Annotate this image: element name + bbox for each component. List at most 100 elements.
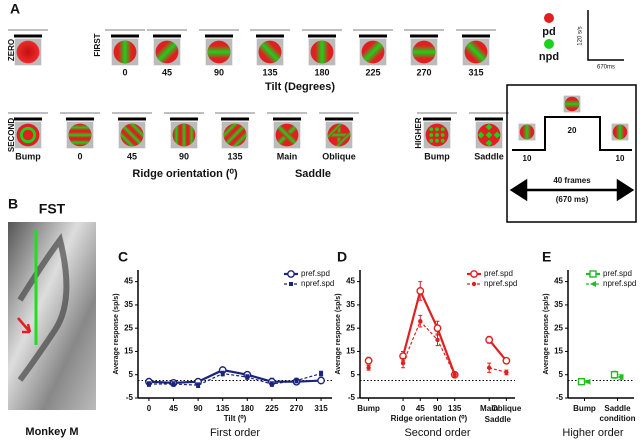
icon-pattern — [118, 40, 132, 64]
icon-band — [68, 132, 92, 138]
point — [584, 378, 591, 385]
tilt-label: 225 — [365, 67, 380, 77]
timeline-label: 20 — [568, 126, 577, 135]
icon-band — [615, 124, 625, 140]
scale-bar — [587, 10, 624, 61]
subject-label: Monkey M — [25, 426, 78, 438]
x-tick-label: 45 — [169, 404, 178, 413]
group-label: Saddle — [485, 415, 512, 424]
line — [489, 367, 507, 373]
second-label: Oblique — [322, 151, 356, 161]
row-label: SECOND — [7, 118, 16, 152]
y-tick-label: 5 — [129, 370, 134, 379]
x-tick-label: 0 — [401, 404, 406, 413]
icon-band — [464, 40, 488, 64]
icon-pattern — [68, 124, 92, 146]
tilt-label: 90 — [214, 67, 224, 77]
y-tick-label: -5 — [348, 393, 356, 402]
icon-pattern — [120, 123, 144, 147]
legend-label: pd — [542, 26, 555, 38]
y-axis-label: Average response (sp/s) — [335, 293, 342, 374]
stimulus-icon — [153, 38, 181, 66]
y-tick-label: 25 — [124, 323, 133, 332]
icon-band — [522, 124, 532, 140]
icon-band — [327, 123, 346, 142]
stimulus-icon — [118, 121, 146, 149]
point — [452, 372, 457, 377]
panel-letter: B — [8, 196, 18, 212]
icon-band — [68, 139, 92, 146]
icon-pattern — [464, 40, 488, 64]
stimulus-icon — [14, 38, 42, 66]
point — [220, 371, 225, 376]
x-axis-label: condition — [600, 414, 636, 423]
icon-band — [412, 45, 436, 59]
icon-pattern — [564, 99, 580, 109]
stimulus-icon — [14, 121, 42, 149]
timeline-label: 40 frames — [553, 176, 591, 185]
legend-dot — [544, 39, 554, 49]
point — [319, 371, 324, 376]
stimulus-icon — [475, 121, 503, 149]
icon-dot — [435, 133, 439, 137]
icon-ring — [19, 126, 37, 144]
icon-dot — [429, 133, 434, 137]
legend-label: npref.spd — [484, 279, 517, 288]
icon-band — [118, 40, 132, 64]
stimulus-icon — [111, 38, 139, 66]
icon-band — [125, 123, 144, 142]
row-label: FIRST — [93, 33, 102, 56]
second-label: Main — [277, 151, 298, 161]
icon-dot — [429, 138, 434, 143]
y-tick-label: 45 — [124, 277, 133, 286]
timeline-arrow — [509, 178, 635, 202]
icon-band — [120, 128, 139, 147]
icon-band — [361, 40, 385, 64]
x-axis-label: Tilt (⁰) — [224, 414, 247, 423]
icon-band — [332, 128, 351, 147]
point — [435, 337, 440, 343]
panel-letter: D — [337, 249, 347, 265]
icon-pattern — [207, 45, 231, 59]
icon-band — [275, 123, 299, 147]
x-tick-label: 180 — [241, 404, 255, 413]
y-tick-label: 35 — [346, 300, 355, 309]
y-tick-label: 15 — [346, 347, 355, 356]
axis-label: Tilt (Degrees) — [265, 81, 335, 93]
second-label: 90 — [179, 151, 189, 161]
icon-band — [258, 40, 282, 64]
icon-dot — [440, 127, 445, 132]
stimulus-icon — [205, 38, 233, 66]
icon-pattern — [327, 123, 351, 147]
icon-pattern — [429, 127, 445, 143]
tilt-label: 0 — [122, 67, 127, 77]
x-tick-label: 90 — [194, 404, 203, 413]
x-tick-label: 90 — [433, 404, 442, 413]
x-axis-label: Ridge orientation (⁰) — [391, 414, 468, 423]
x-tick-label: 225 — [265, 404, 279, 413]
icon-band — [181, 123, 187, 147]
point — [502, 356, 511, 365]
icon-dot — [440, 133, 445, 137]
chart-title: Second order — [404, 427, 470, 439]
icon-band — [207, 45, 231, 59]
icon-pattern — [522, 124, 532, 140]
scale-label: 670ms — [597, 65, 615, 71]
y-tick-label: 25 — [554, 323, 563, 332]
stimulus-icon — [325, 121, 353, 149]
icon-disc — [16, 40, 40, 64]
timeline-label: (670 ms) — [556, 195, 589, 204]
point — [416, 287, 425, 295]
line — [401, 287, 456, 376]
point — [471, 281, 477, 287]
tilt-label: 135 — [262, 67, 277, 77]
x-tick-label: Oblique — [491, 404, 521, 413]
legend-label: pref.spd — [603, 269, 632, 278]
y-tick-label: 15 — [124, 347, 133, 356]
point — [364, 356, 373, 365]
point — [418, 319, 423, 324]
point — [294, 378, 299, 383]
point — [577, 378, 586, 386]
point — [146, 382, 151, 387]
panel-letter: C — [118, 249, 128, 265]
